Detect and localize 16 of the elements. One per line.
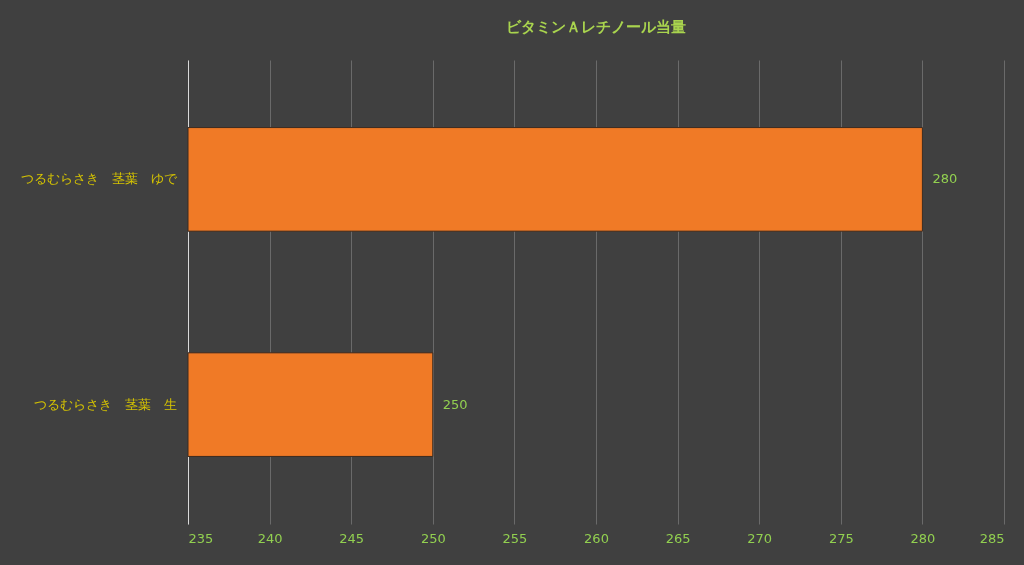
x-tick-label: 250 (420, 530, 446, 546)
x-tick-label: 275 (828, 530, 854, 546)
y-tick-label: つるむらさき 茎葉 生 (33, 396, 177, 412)
data-label: 250 (442, 396, 468, 412)
x-tick-label: 245 (339, 530, 365, 546)
x-tick-label: 285 (979, 530, 1005, 546)
x-tick-label: 255 (502, 530, 528, 546)
y-tick-label: つるむらさき 茎葉 ゆで (20, 171, 178, 187)
x-tick-label: 240 (257, 530, 283, 546)
x-tick-label: 235 (188, 530, 214, 546)
chart-title: ビタミンＡレチノール当量 (506, 18, 686, 36)
data-label: 280 (932, 171, 958, 187)
x-tick-label: 280 (910, 530, 936, 546)
x-tick-label: 265 (665, 530, 691, 546)
x-tick-label: 260 (584, 530, 609, 546)
x-tick-label: 270 (747, 530, 773, 546)
